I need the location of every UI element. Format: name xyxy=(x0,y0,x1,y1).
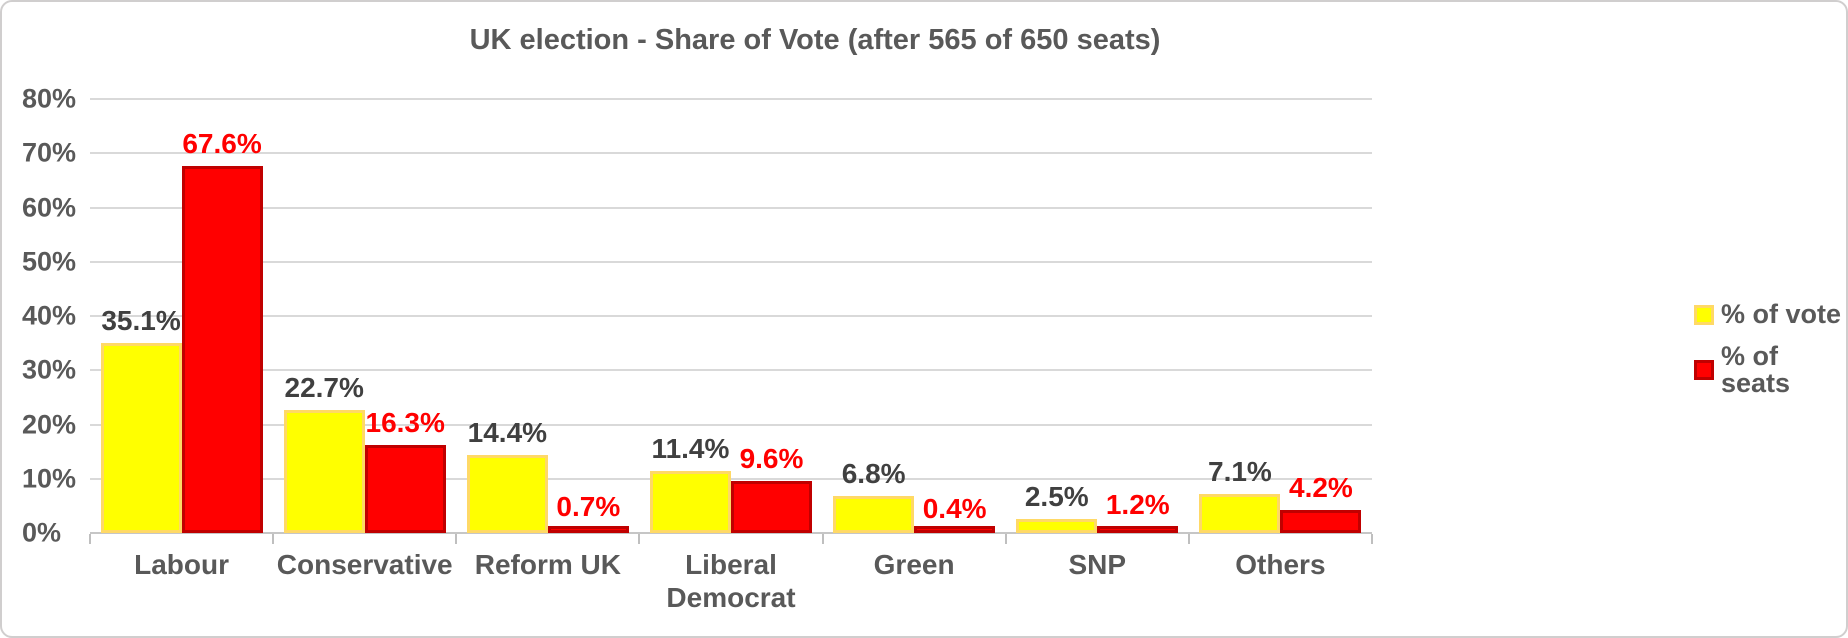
data-label--of-seats-liberal-democrat: 9.6% xyxy=(739,442,804,474)
x-tick-mark xyxy=(1187,534,1190,544)
data-label--of-vote-others: 7.1% xyxy=(1207,456,1272,488)
data-label--of-seats-others: 4.2% xyxy=(1288,472,1353,504)
data-label--of-seats-labour: 67.6% xyxy=(182,128,262,160)
gridline-80 xyxy=(90,98,1372,100)
data-label--of-vote-labour: 35.1% xyxy=(101,304,181,336)
data-label--of-seats-green: 0.4% xyxy=(922,492,987,524)
y-tick-label-60-: 60% xyxy=(22,192,77,222)
y-tick-label-40-: 40% xyxy=(22,300,77,331)
y-tick-label-70-: 70% xyxy=(22,137,77,168)
gridline-20 xyxy=(90,423,1372,426)
x-axis-labels: Labour Conservative Reform UK Liberal Democ… xyxy=(90,548,1372,614)
y-tick-label-50-: 50% xyxy=(22,246,77,277)
x-label-liberal-democrat: Liberal Democrat xyxy=(666,549,796,614)
bar--of-seats-conservative xyxy=(364,444,446,533)
bar--of-vote-reform-uk xyxy=(466,454,548,533)
legend-label--of-vote: % of vote xyxy=(1721,299,1842,329)
gridline-10 xyxy=(90,477,1372,480)
y-tick-label-80-: 80% xyxy=(22,83,77,114)
x-tick-mark xyxy=(89,534,91,544)
bar--of-vote-liberal-democrat xyxy=(649,471,731,533)
bar-slot--of-vote-liberal-democrat: 11.4% xyxy=(649,99,731,533)
x-tick-mark xyxy=(272,534,275,544)
x-tick-mark xyxy=(455,534,458,544)
plot-area: 35.1% 67.6% 22.7% 16.3% 14.4% 0.7% 11.4% 9.6% 6.… xyxy=(89,98,1373,544)
x-label-others: Others xyxy=(1235,549,1326,580)
bar-group-others: 7.1% 4.2% xyxy=(1189,99,1372,533)
bar--of-vote-snp xyxy=(1016,519,1098,533)
data-label--of-vote-green: 6.8% xyxy=(841,458,906,490)
bar-slot--of-seats-green: 0.4% xyxy=(914,99,996,533)
bar--of-seats-reform-uk xyxy=(547,526,629,533)
legend-swatch-icon--of-seats xyxy=(1694,360,1714,380)
data-label--of-vote-snp: 2.5% xyxy=(1024,481,1089,513)
bar-slot--of-vote-others: 7.1% xyxy=(1199,99,1281,533)
x-tick-mark xyxy=(638,534,641,544)
bar--of-seats-snp xyxy=(1097,526,1179,533)
legend-item--of-seats: % of seats xyxy=(1694,343,1846,397)
y-axis: 0% 10% 20% 30% 40% 50% 60% 70% 80% xyxy=(22,85,86,546)
data-label--of-seats-snp: 1.2% xyxy=(1105,488,1170,520)
x-tick-mark xyxy=(821,534,824,544)
x-label-green: Green xyxy=(873,549,955,580)
bar-slot--of-vote-labour: 35.1% xyxy=(100,99,182,533)
bar-slot--of-seats-conservative: 16.3% xyxy=(364,99,446,533)
gridline-30 xyxy=(90,369,1372,372)
data-label--of-vote-conservative: 22.7% xyxy=(284,371,364,403)
x-label-reform-uk: Reform UK xyxy=(474,549,621,580)
y-tick-label-10-: 10% xyxy=(22,463,77,494)
data-label--of-seats-reform-uk: 0.7% xyxy=(556,491,621,523)
bar--of-seats-labour xyxy=(181,166,263,533)
bar-slot--of-vote-conservative: 22.7% xyxy=(283,99,365,533)
x-axis-line xyxy=(90,532,1372,534)
x-label-labour: Labour xyxy=(134,549,230,580)
bar--of-vote-others xyxy=(1199,494,1281,533)
bar-group-conservative: 22.7% 16.3% xyxy=(273,99,456,533)
y-tick-label-0-: 0% xyxy=(22,517,62,548)
bar--of-vote-green xyxy=(833,496,915,533)
bar-group-reform-uk: 14.4% 0.7% xyxy=(456,99,639,533)
bar-slot--of-seats-reform-uk: 0.7% xyxy=(547,99,629,533)
legend-label--of-seats: % of seats xyxy=(1721,341,1791,398)
gridline-40 xyxy=(90,315,1372,317)
x-label-snp: SNP xyxy=(1068,549,1127,580)
bar--of-seats-green xyxy=(914,526,996,533)
bar-group-green: 6.8% 0.4% xyxy=(823,99,1006,533)
legend: % of vote % of seats xyxy=(1694,301,1846,397)
bar--of-seats-others xyxy=(1280,510,1362,533)
bar-slot--of-seats-liberal-democrat: 9.6% xyxy=(730,99,812,533)
x-label-conservative: Conservative xyxy=(276,549,453,580)
bar-group-liberal-democrat: 11.4% 9.6% xyxy=(639,99,822,533)
x-tick-mark xyxy=(1004,534,1007,544)
gridline-70 xyxy=(90,152,1372,155)
bar-group-snp: 2.5% 1.2% xyxy=(1006,99,1189,533)
bar--of-vote-conservative xyxy=(283,409,365,533)
gridline-60 xyxy=(90,206,1372,209)
data-label--of-seats-conservative: 16.3% xyxy=(365,406,445,438)
bar-slot--of-vote-reform-uk: 14.4% xyxy=(466,99,548,533)
data-label--of-vote-liberal-democrat: 11.4% xyxy=(651,433,730,465)
legend-swatch-icon--of-vote xyxy=(1694,304,1714,325)
bar-slot--of-seats-snp: 1.2% xyxy=(1097,99,1179,533)
bar-slot--of-vote-snp: 2.5% xyxy=(1016,99,1098,533)
bar-groups: 35.1% 67.6% 22.7% 16.3% 14.4% 0.7% 11.4% 9.6% 6.… xyxy=(90,99,1372,533)
bar-slot--of-seats-labour: 67.6% xyxy=(181,99,263,533)
chart-title: UK election - Share of Vote (after 565 o… xyxy=(469,24,1161,56)
bar-slot--of-vote-green: 6.8% xyxy=(833,99,915,533)
bar--of-seats-liberal-democrat xyxy=(730,480,812,533)
gridline-50 xyxy=(90,260,1372,263)
bar-slot--of-seats-others: 4.2% xyxy=(1280,99,1362,533)
data-label--of-vote-reform-uk: 14.4% xyxy=(467,416,548,448)
y-tick-label-30-: 30% xyxy=(22,354,77,385)
bar-group-labour: 35.1% 67.6% xyxy=(90,99,273,533)
legend-item--of-vote: % of vote xyxy=(1694,301,1846,328)
x-tick-mark xyxy=(1371,534,1373,544)
y-tick-label-20-: 20% xyxy=(22,409,77,439)
bar--of-vote-labour xyxy=(100,342,182,533)
